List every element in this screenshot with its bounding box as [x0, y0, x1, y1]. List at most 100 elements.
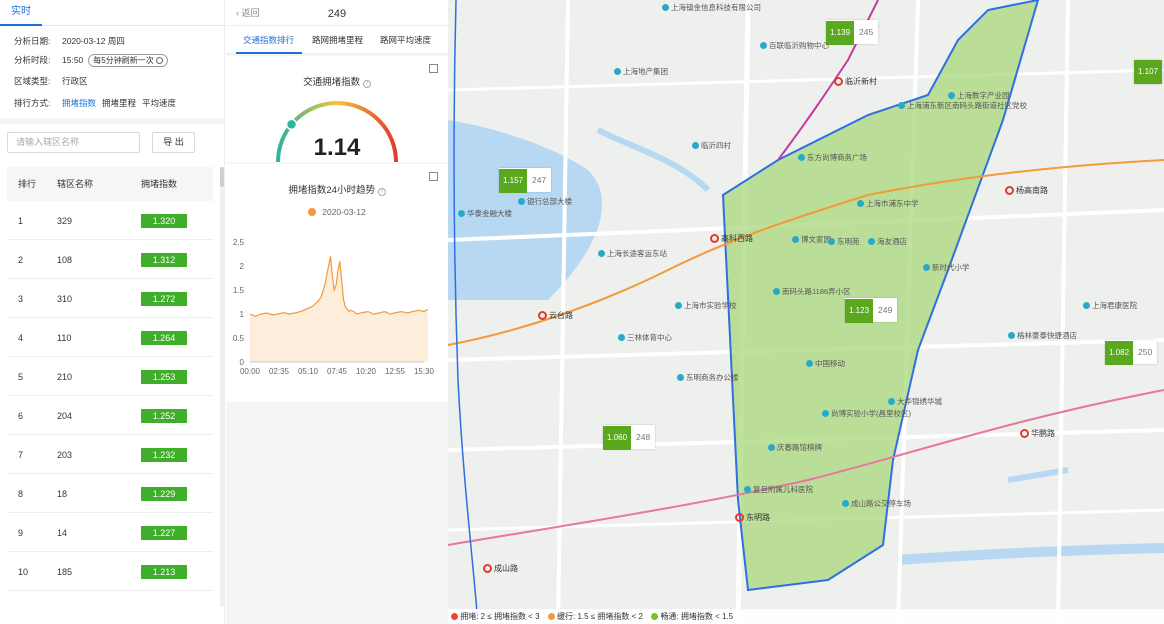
- filter-sort-label: 排行方式:: [14, 98, 51, 108]
- metro-station[interactable]: 杨高南路: [1005, 185, 1048, 196]
- back-button[interactable]: ‹ 返回: [236, 8, 260, 18]
- table-scrollbar[interactable]: [220, 167, 224, 607]
- table-row[interactable]: 1 329 1.320: [7, 202, 213, 240]
- metro-station[interactable]: 临沂新村: [834, 76, 877, 87]
- poi-label: 上海数字产业园: [957, 91, 1010, 100]
- poi-icon: [828, 238, 835, 245]
- row-district: 185: [57, 567, 73, 577]
- map-district-tag[interactable]: 1.060 248: [603, 425, 656, 450]
- refresh-pill-label: 每5分钟刷新一次: [93, 56, 154, 65]
- detail-header: ‹ 返回 249: [226, 0, 448, 26]
- map-poi[interactable]: 上海镇金信息科技有限公司: [662, 2, 761, 13]
- map-poi[interactable]: 新时代小学: [923, 262, 970, 273]
- table-row[interactable]: 6 204 1.252: [7, 397, 213, 435]
- map-poi[interactable]: 中国移动: [806, 358, 845, 369]
- map-view[interactable]: 1.139 245 1.107 1.157 247 1.123 249 1.082 250 1.0…: [448, 0, 1164, 624]
- poi-label: 上海市浦东中学: [866, 199, 919, 208]
- tab-congestion-length[interactable]: 路网拥堵里程: [312, 35, 364, 45]
- table-row[interactable]: 5 210 1.253: [7, 358, 213, 396]
- legend-dot: [308, 208, 317, 216]
- poi-icon: [857, 200, 864, 207]
- poi-icon: [948, 92, 955, 99]
- poi-label: 博文家园: [801, 235, 831, 244]
- map-poi[interactable]: 临沂四村: [692, 140, 731, 151]
- gauge-arc: [276, 101, 398, 162]
- map-district-tag[interactable]: 1.123 249: [845, 298, 898, 323]
- poi-icon: [868, 238, 875, 245]
- sort-option-speed[interactable]: 平均速度: [142, 98, 177, 108]
- table-row[interactable]: 3 310 1.272: [7, 280, 213, 318]
- table-row[interactable]: 10 185 1.213: [7, 553, 213, 591]
- poi-label: 庆春路馆棋牌: [777, 443, 822, 452]
- metro-line-orange: [448, 159, 1164, 346]
- map-poi[interactable]: 成山路公交停车场: [842, 498, 911, 509]
- help-icon[interactable]: ?: [362, 80, 371, 88]
- poi-icon: [618, 334, 625, 341]
- station-label: 高科西路: [721, 234, 753, 243]
- row-index-badge: 1.253: [141, 370, 187, 384]
- filter-region-value[interactable]: 行政区: [62, 76, 88, 86]
- metro-station[interactable]: 华鹏路: [1020, 428, 1055, 439]
- expand-icon[interactable]: [429, 64, 438, 73]
- gauge-chart: [276, 101, 398, 162]
- map-poi[interactable]: 尚博实验小学(昌里校区): [822, 408, 911, 419]
- map-poi[interactable]: 上海数字产业园: [948, 90, 1010, 101]
- district-search-input[interactable]: 请输入辖区名称: [7, 132, 140, 153]
- map-poi[interactable]: 格林豪泰快捷酒店: [1008, 330, 1077, 341]
- map-poi[interactable]: 银行总部大楼: [518, 196, 572, 207]
- poi-label: 成山路公交停车场: [851, 499, 911, 508]
- map-poi[interactable]: 上海君康医院: [1083, 300, 1137, 311]
- poi-icon: [760, 42, 767, 49]
- poi-icon: [677, 374, 684, 381]
- map-district-tag[interactable]: 1.082 250: [1105, 340, 1158, 365]
- export-button[interactable]: 导 出: [152, 132, 195, 153]
- tab-average-speed[interactable]: 路网平均速度: [380, 35, 432, 45]
- map-poi[interactable]: 复旦附属儿科医院: [744, 484, 813, 495]
- sort-option-index[interactable]: 拥堵指数: [62, 98, 97, 108]
- map-poi[interactable]: 上海浦东新区南码头路街道社区党校: [898, 100, 1027, 111]
- table-row[interactable]: 4 110 1.264: [7, 319, 213, 357]
- trend-title: 拥堵指数24小时趋势: [288, 185, 375, 196]
- metro-station[interactable]: 云台路: [538, 310, 573, 321]
- table-row[interactable]: 8 18 1.229: [7, 475, 213, 513]
- header-rank: 排行: [18, 179, 37, 189]
- map-district-tag[interactable]: 1.107: [1134, 60, 1163, 84]
- sort-option-length[interactable]: 拥堵里程: [102, 98, 137, 108]
- map-poi[interactable]: 上海市实验学校: [675, 300, 737, 311]
- poi-label: 东明苑: [837, 237, 860, 246]
- table-row[interactable]: 2 108 1.312: [7, 241, 213, 279]
- map-district-tag[interactable]: 1.157 247: [499, 168, 552, 193]
- map-poi[interactable]: 上海长途客运东站: [598, 248, 667, 259]
- poi-icon: [662, 4, 669, 11]
- map-poi[interactable]: 百联临沂购物中心: [760, 40, 829, 51]
- map-poi[interactable]: 庆春路馆棋牌: [768, 442, 822, 453]
- table-row[interactable]: 7 203 1.232: [7, 436, 213, 474]
- table-row[interactable]: 9 14 1.227: [7, 514, 213, 552]
- map-poi[interactable]: 东方尚博商务广场: [798, 152, 867, 163]
- help-icon[interactable]: ?: [377, 188, 386, 196]
- map-poi[interactable]: 大华锦绣华城: [888, 396, 942, 407]
- map-canvas[interactable]: [448, 0, 1164, 624]
- map-district-tag[interactable]: 1.139 245: [826, 20, 879, 45]
- map-poi[interactable]: 三林体育中心: [618, 332, 672, 343]
- map-poi[interactable]: 博文家园: [792, 234, 831, 245]
- road: [448, 68, 1164, 92]
- map-poi[interactable]: 上海地产集团: [614, 66, 668, 77]
- metro-station[interactable]: 高科西路: [710, 233, 753, 244]
- refresh-pill[interactable]: 每5分钟刷新一次: [88, 54, 168, 67]
- tab-index-ranking[interactable]: 交通指数排行: [243, 35, 295, 45]
- row-rank: 10: [18, 567, 29, 577]
- map-poi[interactable]: 华泰金融大楼: [458, 208, 512, 219]
- poi-icon: [768, 444, 775, 451]
- map-poi[interactable]: 上海市浦东中学: [857, 198, 919, 209]
- map-poi[interactable]: 东明商务办公楼: [677, 372, 739, 383]
- metro-station[interactable]: 东明路: [735, 512, 770, 523]
- tab-realtime[interactable]: 实时: [0, 0, 42, 26]
- metro-station[interactable]: 成山路: [483, 563, 518, 574]
- filter-date-value[interactable]: 2020-03-12 周四: [62, 36, 125, 46]
- map-poi[interactable]: 海友酒店: [868, 236, 907, 247]
- map-poi[interactable]: 南码头路1186弄小区: [773, 286, 851, 297]
- expand-icon[interactable]: [429, 172, 438, 181]
- map-poi[interactable]: 东明苑: [828, 236, 860, 247]
- filter-time-value[interactable]: 15:50: [62, 55, 84, 65]
